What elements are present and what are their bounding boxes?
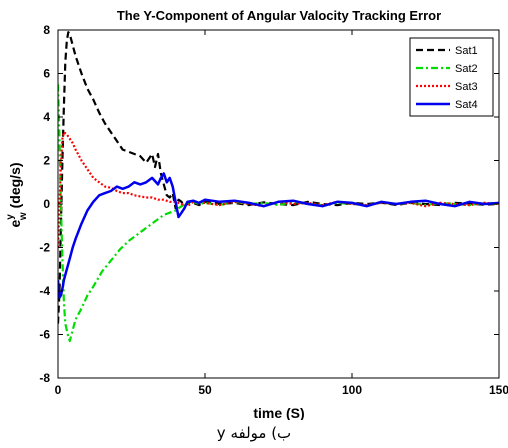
y-tick-label: -6	[39, 328, 50, 342]
x-tick-label: 100	[342, 383, 362, 397]
series-line-sat4	[58, 172, 499, 299]
y-tick-label: 4	[43, 110, 50, 124]
y-axis-label-sub: w	[18, 212, 29, 221]
svg-text:eyw(deg/s): ey w (deg/s)	[5, 162, 29, 227]
chart-title: The Y-Component of Angular Valocity Trac…	[117, 8, 441, 23]
legend-label-sat4: Sat4	[455, 99, 478, 111]
x-axis-label: time (S)	[253, 405, 304, 420]
y-tick-label: -8	[39, 371, 50, 385]
series-layer	[58, 31, 499, 343]
y-tick-label: 2	[43, 154, 50, 168]
angular-velocity-error-chart: The Y-Component of Angular Valocity Trac…	[5, 8, 508, 420]
y-tick-label: -2	[39, 241, 50, 255]
x-tick-label: 0	[55, 383, 62, 397]
legend: Sat1 Sat2 Sat3 Sat4	[409, 37, 494, 117]
x-tick-label: 50	[198, 383, 212, 397]
x-tick-label: 150	[489, 383, 508, 397]
y-tick-label: 6	[43, 67, 50, 81]
legend-label-sat1: Sat1	[455, 45, 478, 57]
legend-label-sat2: Sat2	[455, 63, 478, 75]
y-axis-label-sup: y	[5, 214, 16, 220]
axes-layer: 0 50 100 150 -8 -6 -4 -2 0 2 4 6 8	[39, 23, 508, 397]
legend-label-sat3: Sat3	[455, 81, 478, 93]
series-line-sat2	[58, 84, 499, 343]
y-axis-label-base: e	[7, 220, 23, 228]
y-tick-label: -4	[39, 284, 50, 298]
y-axis-label-unit: (deg/s)	[7, 162, 23, 208]
y-tick-label: 0	[43, 197, 50, 211]
y-axis-label: ey w (deg/s)	[5, 162, 29, 227]
figure-caption: ب) مولفه y	[216, 424, 292, 442]
y-tick-label: 8	[43, 23, 50, 37]
